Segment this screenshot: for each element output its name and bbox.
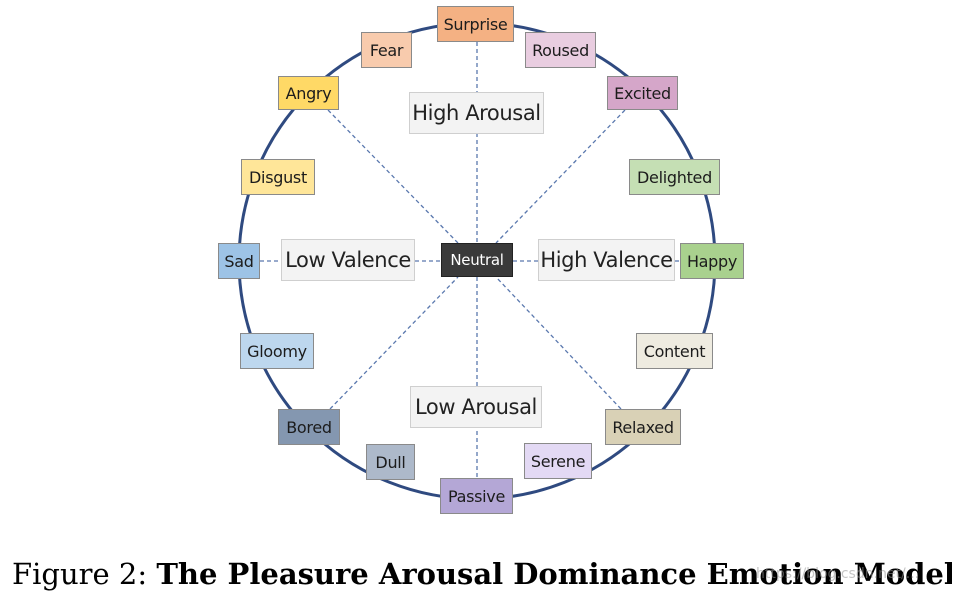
caption-title: The Pleasure Arousal Dominance Emotion M… <box>156 557 952 591</box>
emotion-happy: Happy <box>680 243 744 279</box>
low-valence-label: Low Valence <box>281 239 415 281</box>
emotion-excited: Excited <box>607 76 678 110</box>
emotion-relaxed: Relaxed <box>605 409 681 445</box>
emotion-sad: Sad <box>218 243 260 279</box>
emotion-angry: Angry <box>278 76 339 110</box>
spoke-downleft <box>329 276 459 410</box>
dashed-spokes <box>260 42 680 478</box>
emotion-disgust: Disgust <box>241 159 315 195</box>
watermark: https://blog.csdn.net/... <box>756 566 920 582</box>
high-valence-label: High Valence <box>538 239 675 281</box>
spoke-upleft <box>327 109 459 244</box>
spoke-downright <box>495 276 622 410</box>
figure-caption: Figure 2: The Pleasure Arousal Dominance… <box>12 552 952 596</box>
emotion-dull: Dull <box>366 444 415 480</box>
caption-prefix: Figure 2: <box>12 557 157 591</box>
emotion-content: Content <box>636 333 713 369</box>
spoke-upright <box>495 109 626 244</box>
low-arousal-label: Low Arousal <box>410 386 542 428</box>
emotion-gloomy: Gloomy <box>240 333 314 369</box>
neutral-node: Neutral <box>441 243 513 277</box>
emotion-surprise: Surprise <box>437 6 514 42</box>
high-arousal-label: High Arousal <box>409 92 544 134</box>
emotion-roused: Roused <box>525 32 596 68</box>
emotion-bored: Bored <box>278 409 340 445</box>
emotion-fear: Fear <box>361 32 412 68</box>
emotion-delighted: Delighted <box>629 159 720 195</box>
emotion-serene: Serene <box>524 443 592 479</box>
emotion-passive: Passive <box>440 478 513 514</box>
